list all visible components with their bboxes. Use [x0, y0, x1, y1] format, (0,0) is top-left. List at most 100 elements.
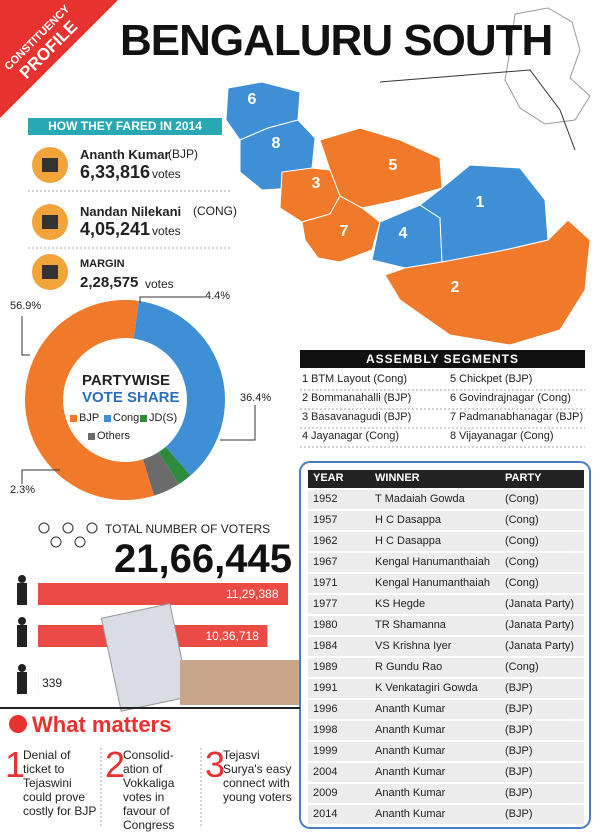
table-cell: (Cong)	[505, 577, 539, 589]
legend-swatch	[140, 415, 147, 422]
people-icon	[38, 522, 50, 534]
donut-title: VOTE SHARE	[82, 389, 180, 406]
voters-total: 21,66,445	[114, 537, 292, 581]
leader	[220, 405, 256, 441]
table-cell: 1957	[313, 514, 338, 526]
section-heading: HOW THEY FARED IN 2014	[28, 118, 222, 135]
table-cell: TR Shamanna	[375, 619, 446, 631]
margin-unit: votes	[145, 277, 174, 291]
people-icon	[74, 536, 86, 548]
legend-label: JD(S)	[149, 412, 178, 424]
table-header: PARTY	[505, 472, 542, 484]
table-cell: (Cong)	[505, 535, 539, 547]
table-row	[308, 595, 584, 614]
legend-label: BJP	[79, 412, 100, 424]
leader	[21, 316, 30, 356]
table-row	[308, 658, 584, 677]
table-row	[308, 763, 584, 782]
map-label: 2	[451, 279, 460, 296]
table-row	[308, 637, 584, 656]
table-row	[308, 700, 584, 719]
table-cell: 1989	[313, 661, 338, 673]
candidate-party: (BJP)	[168, 147, 198, 161]
voters-label: TOTAL NUMBER OF VOTERS	[105, 522, 271, 536]
table-cell: 1996	[313, 703, 338, 715]
table-cell: H C Dasappa	[375, 535, 442, 547]
legend-label: Others	[97, 430, 131, 442]
people-icon	[62, 522, 74, 534]
segment-num: 4	[302, 430, 309, 442]
table-cell: (BJP)	[505, 766, 533, 778]
table-row	[308, 511, 584, 530]
slice-label: 36.4%	[240, 392, 272, 404]
map-label: 5	[389, 157, 398, 174]
table-cell: Ananth Kumar	[375, 724, 446, 736]
table-cell: 1962	[313, 535, 338, 547]
segment-num: 3	[302, 411, 309, 423]
bar-label: 339	[42, 676, 63, 690]
legend-swatch	[88, 433, 95, 440]
pie-slice	[142, 452, 179, 496]
item-text: Tejasvi Surya's easy connect with young …	[223, 748, 292, 804]
donut-title: PARTYWISE	[82, 372, 171, 389]
table-cell: 1952	[313, 493, 338, 505]
map-label: 6	[248, 91, 257, 108]
segment-num: 1	[302, 373, 309, 385]
segments-heading: ASSEMBLY SEGMENTS	[300, 350, 585, 368]
table-cell: VS Krishna Iyer	[375, 640, 452, 652]
map-label: 7	[340, 223, 349, 240]
table-cell: KS Hegde	[375, 598, 426, 610]
map-label: 4	[399, 225, 408, 242]
icon	[9, 715, 27, 733]
item-text: Denial of ticket to Tejaswini could prov…	[23, 748, 97, 818]
segment-name: Chickpet (BJP)	[459, 373, 533, 385]
table-row	[308, 721, 584, 740]
table-row	[308, 784, 584, 803]
item-num: 2	[105, 744, 126, 785]
table-cell: (BJP)	[505, 787, 533, 799]
table-row	[308, 679, 584, 698]
table-cell: (BJP)	[505, 703, 533, 715]
pie-slice	[133, 300, 225, 476]
voter-bar	[38, 583, 288, 605]
table-row	[308, 574, 584, 593]
table-cell: (Cong)	[505, 514, 539, 526]
map-label: 3	[312, 175, 321, 192]
leader	[139, 296, 205, 303]
title: BENGALURU SOUTH	[120, 16, 553, 65]
segment-num: 5	[450, 373, 457, 385]
table-cell: Ananth Kumar	[375, 745, 446, 757]
person-icon	[17, 625, 27, 647]
candidate-name: Nandan Nilekani	[80, 204, 182, 219]
table-cell: R Gundu Rao	[375, 661, 443, 673]
votes-unit: votes	[152, 167, 181, 181]
table-cell: (BJP)	[505, 724, 533, 736]
legend-swatch	[70, 415, 77, 422]
table-row	[308, 742, 584, 761]
table-cell: H C Dasappa	[375, 514, 442, 526]
bar-label: 11,29,388	[226, 587, 279, 601]
segment-name: Basavanagudi (BJP)	[311, 411, 412, 423]
margin-label: MARGIN	[80, 258, 125, 270]
evm-image	[100, 603, 191, 712]
margin-value: 2,28,575	[80, 274, 139, 291]
table-header: YEAR	[313, 472, 344, 484]
pointer-line	[379, 69, 576, 151]
table-cell: 2009	[313, 787, 338, 799]
table-cell: 1998	[313, 724, 338, 736]
segment-num: 7	[450, 411, 457, 423]
region	[301, 195, 381, 263]
legend-label: Cong	[113, 412, 140, 424]
table-row	[308, 532, 584, 551]
table-cell: Ananth Kumar	[375, 808, 446, 820]
segment-num: 2	[302, 392, 309, 404]
legend-swatch	[104, 415, 111, 422]
table-cell: 1980	[313, 619, 338, 631]
table-cell: (Cong)	[505, 556, 539, 568]
item-num: 1	[5, 744, 26, 785]
region	[384, 219, 591, 346]
item-num: 3	[205, 744, 226, 785]
evm-image	[180, 660, 300, 705]
table-cell: 1971	[313, 577, 338, 589]
